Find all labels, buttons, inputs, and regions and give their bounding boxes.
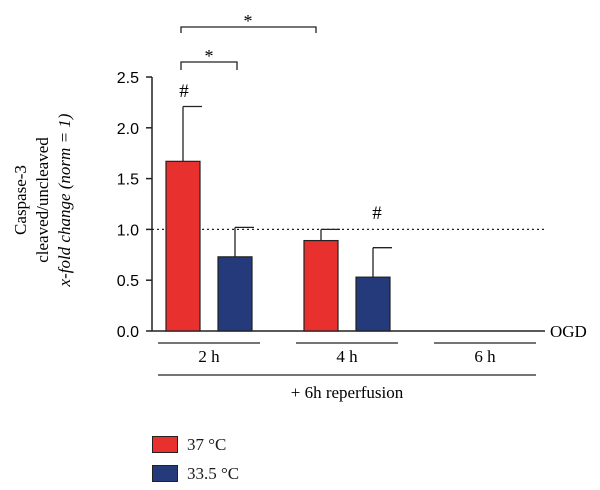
y-axis-label: Caspase-3 cleaved/uncleaved x-fold chang… <box>11 113 74 287</box>
legend-label-37c: 37 °C <box>187 434 227 454</box>
significance-bracket-inner <box>180 61 238 70</box>
bar-37c-2h <box>165 160 201 332</box>
hash-mark-4h: # <box>372 203 382 224</box>
y-tick-label: 0.0 <box>117 324 139 341</box>
y-axis-label-line-2: cleaved/uncleaved <box>33 137 52 263</box>
legend-label-33-5c: 33.5 °C <box>187 463 240 483</box>
y-tick-label: 1.0 <box>117 222 139 239</box>
significance-star-outer: * <box>244 11 253 31</box>
significance-bracket-outer <box>180 26 317 33</box>
category-brackets: 2 h 4 h 6 h + 6h reperfusion <box>158 342 536 402</box>
bars <box>165 105 392 332</box>
significance-annotations: * * # # <box>179 11 382 224</box>
chart: Caspase-3 cleaved/uncleaved x-fold chang… <box>11 11 587 402</box>
group-label: + 6h reperfusion <box>291 383 404 402</box>
legend-swatch-33-5c <box>152 465 178 482</box>
bar-33-5c-4h <box>355 276 391 332</box>
significance-star-inner: * <box>205 46 214 66</box>
bar-33-5c-2h <box>217 256 253 332</box>
y-tick-label: 0.5 <box>117 273 139 290</box>
legend-item-33-5c: 33.5 °C <box>152 461 239 486</box>
y-axis-label-line-3: x-fold change (norm = 1) <box>55 113 74 287</box>
legend-swatch-37c <box>152 436 178 453</box>
legend: 37 °C 33.5 °C <box>152 432 239 490</box>
y-axis-ticks: 0.0 0.5 1.0 1.5 2.0 2.5 <box>117 70 152 341</box>
y-tick-label: 1.5 <box>117 172 139 189</box>
y-axis-label-line-1: Caspase-3 <box>11 165 30 235</box>
legend-item-37c: 37 °C <box>152 432 239 457</box>
category-label-2h: 2 h <box>198 347 220 366</box>
hash-mark-2h: # <box>179 81 189 102</box>
category-label-4h: 4 h <box>336 347 358 366</box>
y-tick-label: 2.0 <box>117 121 139 138</box>
bar-37c-4h <box>303 239 339 332</box>
category-label-6h: 6 h <box>474 347 496 366</box>
y-tick-label: 2.5 <box>117 70 139 87</box>
baseline-label-ogd: OGD <box>550 322 587 341</box>
